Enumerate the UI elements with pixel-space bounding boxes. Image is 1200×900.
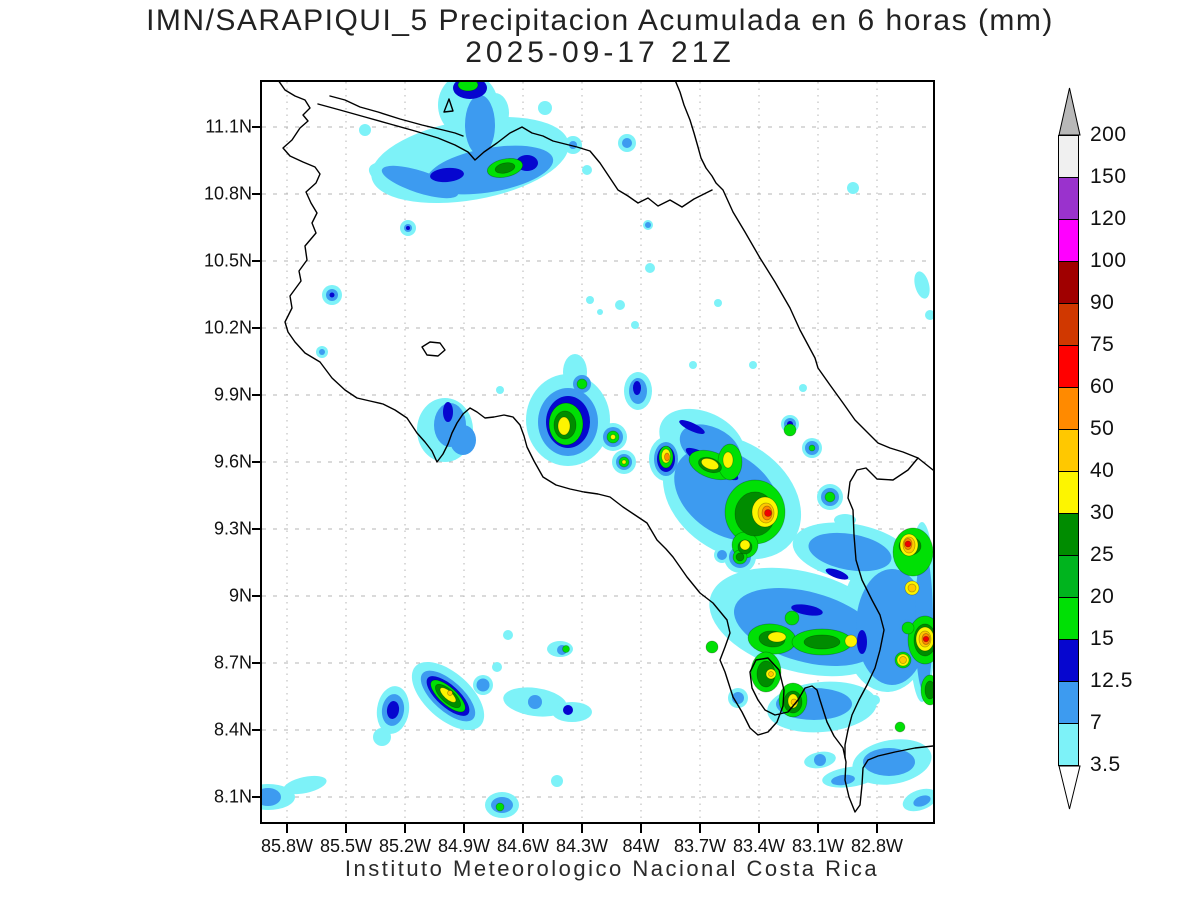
lon-tick-mark: [404, 824, 406, 833]
lon-tick-mark: [699, 824, 701, 833]
lon-tick-mark: [817, 824, 819, 833]
colorbar-box: [1058, 303, 1079, 346]
colorbar-box: [1058, 261, 1079, 304]
page-subtitle-datetime: 2025-09-17 21Z: [465, 36, 735, 69]
nicaragua-border: [317, 103, 713, 208]
lat-tick-mark: [252, 193, 261, 195]
lon-tick-label: 84.6W: [496, 836, 550, 856]
colorbar-box: [1058, 681, 1079, 724]
lon-tick-label: 84.3W: [555, 836, 609, 856]
colorbar-box: [1058, 387, 1079, 430]
colorbar-tick-label: 30: [1090, 501, 1115, 524]
lat-tick-label: 9.3N: [213, 518, 252, 539]
colorbar-box: [1058, 135, 1079, 178]
lon-tick-mark: [758, 824, 760, 833]
lon-tick-label: 84W: [622, 836, 660, 856]
lat-tick-label: 8.7N: [213, 652, 252, 673]
colorbar-box: [1058, 219, 1079, 262]
lon-tick-label: 82.8W: [850, 836, 904, 856]
lake-island: [443, 98, 454, 113]
lat-tick-mark: [252, 729, 261, 731]
footer-attribution: Instituto Meteorologico Nacional Costa R…: [344, 856, 880, 881]
precipitation-layer: [262, 82, 933, 818]
lat-tick-mark: [252, 260, 261, 262]
colorbar-box: [1058, 429, 1079, 472]
map-panel: [260, 80, 935, 824]
precip-7-12.5mm: [262, 95, 933, 813]
colorbar-box: [1058, 345, 1079, 388]
colorbar-box: [1058, 471, 1079, 514]
lon-tick-mark: [640, 824, 642, 833]
colorbar-box: [1058, 597, 1079, 640]
colorbar-tick-label: 60: [1090, 375, 1115, 398]
colorbar-tick-label: 90: [1090, 291, 1115, 314]
lat-tick-label: 8.4N: [213, 719, 252, 740]
lat-tick-label: 10.2N: [203, 317, 252, 338]
lake-nicaragua-shore: [329, 95, 464, 137]
lon-tick-mark: [463, 824, 465, 833]
panama-border: [844, 457, 919, 759]
lon-tick-label: 83.1W: [791, 836, 845, 856]
lon-tick-label: 83.4W: [732, 836, 786, 856]
lat-tick-mark: [252, 528, 261, 530]
lat-tick-label: 10.5N: [203, 250, 252, 271]
colorbar-tick-label: 7: [1090, 711, 1103, 734]
lon-tick-label: 83.7W: [673, 836, 727, 856]
lon-tick-label: 85.8W: [260, 836, 314, 856]
lat-tick-label: 9.9N: [213, 384, 252, 405]
colorbar-tick-label: 120: [1090, 207, 1127, 230]
lon-tick-label: 85.2W: [378, 836, 432, 856]
lon-tick-mark: [581, 824, 583, 833]
lon-tick-mark: [286, 824, 288, 833]
colorbar-box: [1058, 177, 1079, 220]
lat-tick-label: 8.1N: [213, 786, 252, 807]
lat-tick-label: 10.8N: [203, 183, 252, 204]
precip-60-75mm: [764, 509, 930, 643]
lat-tick-mark: [252, 327, 261, 329]
colorbar-box: [1058, 513, 1079, 556]
colorbar-tick-label: 15: [1090, 627, 1115, 650]
caribbean-coastline: [675, 82, 933, 471]
colorbar-box: [1058, 555, 1079, 598]
colorbar-arrow-down: [1058, 765, 1081, 810]
page-title: IMN/SARAPIQUI_5 Precipitacion Acumulada …: [146, 4, 1054, 37]
lat-tick-mark: [252, 796, 261, 798]
colorbar-tick-label: 50: [1090, 417, 1115, 440]
chira-island: [421, 341, 446, 357]
lon-tick-label: 85.5W: [319, 836, 373, 856]
colorbar-box: [1058, 639, 1079, 682]
colorbar-tick-label: 3.5: [1090, 753, 1121, 776]
colorbar-tick-label: 200: [1090, 123, 1127, 146]
lat-tick-label: 11.1N: [205, 116, 252, 137]
lat-tick-mark: [252, 461, 261, 463]
colorbar-tick-label: 150: [1090, 165, 1127, 188]
lat-tick-mark: [252, 394, 261, 396]
lat-tick-mark: [252, 662, 261, 664]
colorbar-box: [1058, 723, 1079, 766]
lon-tick-label: 84.9W: [437, 836, 491, 856]
colorbar-tick-label: 25: [1090, 543, 1115, 566]
coastline-layer: [278, 82, 933, 813]
colorbar-tick-label: 12.5: [1090, 669, 1133, 692]
lat-tick-label: 9N: [228, 585, 252, 606]
lon-tick-mark: [345, 824, 347, 833]
lat-tick-mark: [252, 595, 261, 597]
colorbar-tick-label: 100: [1090, 249, 1127, 272]
grid-lines: [262, 82, 933, 822]
colorbar-tick-label: 75: [1090, 333, 1115, 356]
lat-tick-mark: [252, 126, 261, 128]
colorbar-arrow-up: [1058, 87, 1081, 136]
colorbar-tick-label: 20: [1090, 585, 1115, 608]
lon-tick-mark: [876, 824, 878, 833]
pacific-coastline: [278, 82, 933, 813]
lon-tick-mark: [522, 824, 524, 833]
lat-tick-label: 9.6N: [213, 451, 252, 472]
colorbar-tick-label: 40: [1090, 459, 1115, 482]
